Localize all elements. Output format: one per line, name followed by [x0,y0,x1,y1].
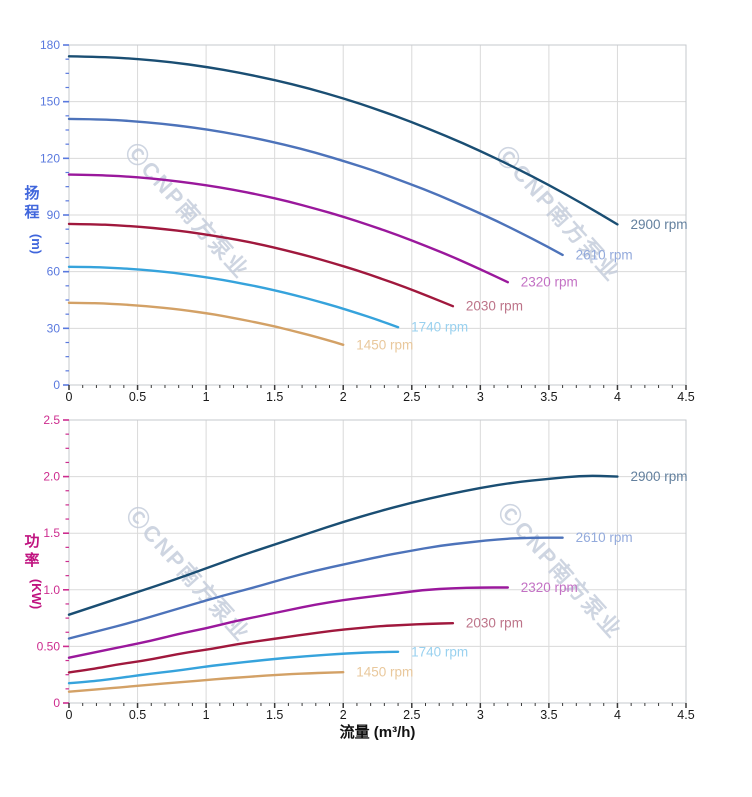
svg-text:功: 功 [24,533,39,550]
x-tick-label: 3 [477,708,484,722]
y-tick-label: 1.5 [43,526,60,540]
y-axis-ticks: 0 0.50 1.0 1.5 2.0 2.5 [37,413,69,710]
x-tick-label: 4.5 [677,708,694,722]
y-tick-label: 90 [47,208,61,222]
x-axis-ticks: 0 0.5 1 1.5 2 2.5 3 3.5 4 4.5 [66,703,695,722]
y-tick-label: 30 [47,321,61,335]
y-axis-ticks: 0 30 60 90 120 150 180 [40,38,69,392]
rpm-label-2610-rpm: 2610 rpm [576,247,633,262]
rpm-label-2900-rpm: 2900 rpm [630,217,687,232]
cnp-watermark: ⒸCNP南方泵业 [120,139,254,284]
y-tick-label: 2.5 [43,413,60,427]
y-tick-label: 0 [53,378,60,392]
curve-1450-rpm [67,301,345,346]
y-tick-label: 180 [40,38,60,52]
x-tick-label: 0.5 [129,708,146,722]
x-tick-label: 1.5 [266,390,283,404]
rpm-label-2030-rpm: 2030 rpm [466,616,523,631]
rpm-label-1450-rpm: 1450 rpm [356,665,413,680]
x-tick-label: 1 [203,390,210,404]
rpm-label-2320-rpm: 2320 rpm [521,580,578,595]
y-tick-label: 60 [47,265,61,279]
head-chart: ⒸCNP南方泵业 ⒸCNP南方泵业 2900 rpm 2610 rpm 2320 rpm… [24,38,694,404]
curve-2320-rpm [67,586,509,659]
rpm-label-2610-rpm: 2610 rpm [576,530,633,545]
y-tick-label: 120 [40,151,60,165]
rpm-label-2900-rpm: 2900 rpm [630,469,687,484]
x-tick-label: 2.5 [403,390,420,404]
x-axis-title: 流量 (m³/h) [340,723,416,741]
cnp-watermark: ⒸCNP南方泵业 [491,142,625,287]
svg-text:程: 程 [24,204,39,221]
x-tick-label: 4 [614,390,621,404]
rpm-label-2030-rpm: 2030 rpm [466,299,523,314]
x-tick-label: 0 [66,708,73,722]
gridlines [69,44,687,385]
x-tick-label: 1 [203,708,210,722]
rpm-label-1740-rpm: 1740 rpm [411,644,468,659]
x-tick-label: 3.5 [540,390,557,404]
curve-2320-rpm [67,173,509,284]
curve-2900-rpm [67,474,619,616]
head-axis-title: 扬程 (m) [24,184,44,254]
svg-text:(m): (m) [29,234,44,254]
y-tick-label: 0 [53,696,60,710]
x-tick-label: 4.5 [677,390,694,404]
x-axis-ticks: 0 0.5 1 1.5 2 2.5 3 3.5 4 4.5 [66,385,695,404]
x-tick-label: 4 [614,708,621,722]
curve-2610-rpm [67,117,564,257]
x-tick-label: 3 [477,390,484,404]
curve-1740-rpm [67,650,400,685]
x-tick-label: 0 [66,390,73,404]
x-tick-label: 0.5 [129,390,146,404]
svg-text:扬: 扬 [24,184,39,202]
curve-2610-rpm [67,536,564,640]
curve-2030-rpm [67,622,455,674]
x-tick-label: 1.5 [266,708,283,722]
curve-2900-rpm [67,55,619,226]
y-tick-label: 0.50 [37,639,61,653]
rpm-label-1450-rpm: 1450 rpm [356,337,413,352]
curve-1450-rpm [67,671,345,693]
x-tick-label: 3.5 [540,708,557,722]
svg-text:(KW): (KW) [29,579,44,609]
power-axis-title: 功率 (KW) [24,533,44,609]
y-tick-label: 1.0 [43,583,60,597]
x-tick-label: 2 [340,708,347,722]
x-tick-label: 2 [340,390,347,404]
svg-text:率: 率 [24,551,39,569]
curve-2030-rpm [67,222,455,308]
y-tick-label: 2.0 [43,470,60,484]
y-tick-label: 150 [40,95,60,109]
x-tick-label: 2.5 [403,708,420,722]
curve-1740-rpm [67,265,400,329]
rpm-label-1740-rpm: 1740 rpm [411,320,468,335]
rpm-label-2320-rpm: 2320 rpm [521,275,578,290]
